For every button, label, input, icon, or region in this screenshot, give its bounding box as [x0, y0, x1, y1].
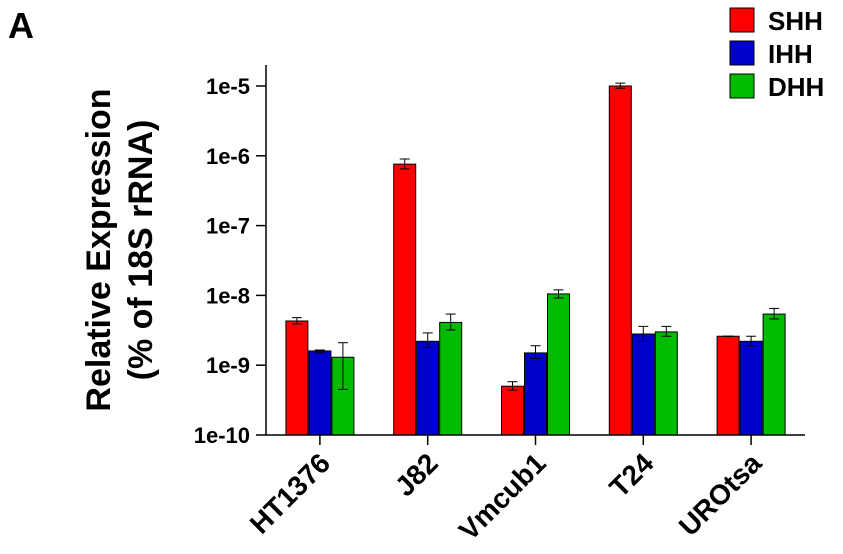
x-tick-label-vmcub1: Vmcub1 — [453, 447, 552, 546]
bar-ihh-ht1376 — [308, 350, 332, 436]
y-tick-label: 1e-9 — [206, 353, 250, 378]
bar-shh-urotsa — [716, 335, 740, 436]
bar-ihh-urotsa — [739, 340, 763, 436]
legend-swatch-ihh — [729, 40, 755, 66]
x-tick-label-ht1376: HT1376 — [244, 447, 336, 539]
y-tick-label: 1e-5 — [206, 74, 250, 99]
bar-shh-j82 — [393, 163, 417, 436]
bar-ihh-t24 — [631, 333, 655, 436]
y-axis-title-line-2: (% of 18S rRNA) — [122, 120, 160, 381]
legend-swatch-dhh — [729, 73, 755, 99]
bar-ihh-vmcub1 — [524, 352, 547, 436]
y-axis-title: Relative Expression (% of 18S rRNA) — [80, 88, 160, 411]
bar-shh-ht1376 — [285, 320, 309, 436]
bar-shh-t24 — [608, 85, 632, 436]
y-tick-label: 1e-10 — [194, 423, 250, 448]
error-bars — [291, 82, 780, 391]
bar-ihh-j82 — [416, 340, 440, 436]
bar-shh-vmcub1 — [501, 385, 524, 436]
x-tick-label-urotsa: UROtsa — [673, 447, 768, 542]
x-tick-label-t24: T24 — [604, 447, 660, 503]
x-axis-ticks: HT1376 J82 Vmcub1 T24 UROtsa — [244, 435, 768, 546]
bar-dhh-j82 — [439, 321, 463, 436]
legend-label-dhh: DHH — [768, 72, 824, 102]
panel-label: A — [8, 5, 34, 46]
bar-dhh-t24 — [654, 331, 678, 436]
x-tick-label-j82: J82 — [389, 447, 444, 502]
bar-dhh-urotsa — [762, 313, 786, 436]
y-axis-title-line-1: Relative Expression — [80, 88, 118, 411]
y-tick-label: 1e-8 — [206, 283, 250, 308]
y-tick-label: 1e-7 — [206, 214, 250, 239]
y-tick-label: 1e-6 — [206, 144, 250, 169]
y-axis-ticks: 1e-10 1e-9 1e-8 1e-7 1e-6 1e-5 — [194, 74, 266, 448]
bar-dhh-vmcub1 — [547, 293, 570, 436]
legend-swatch-shh — [729, 7, 755, 33]
legend-label-ihh: IHH — [768, 39, 813, 69]
legend-label-shh: SHH — [768, 6, 823, 36]
bar-series — [285, 85, 786, 436]
